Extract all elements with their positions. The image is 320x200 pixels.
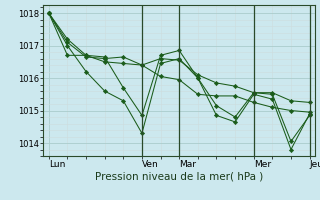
X-axis label: Pression niveau de la mer( hPa ): Pression niveau de la mer( hPa ) [95,172,263,182]
